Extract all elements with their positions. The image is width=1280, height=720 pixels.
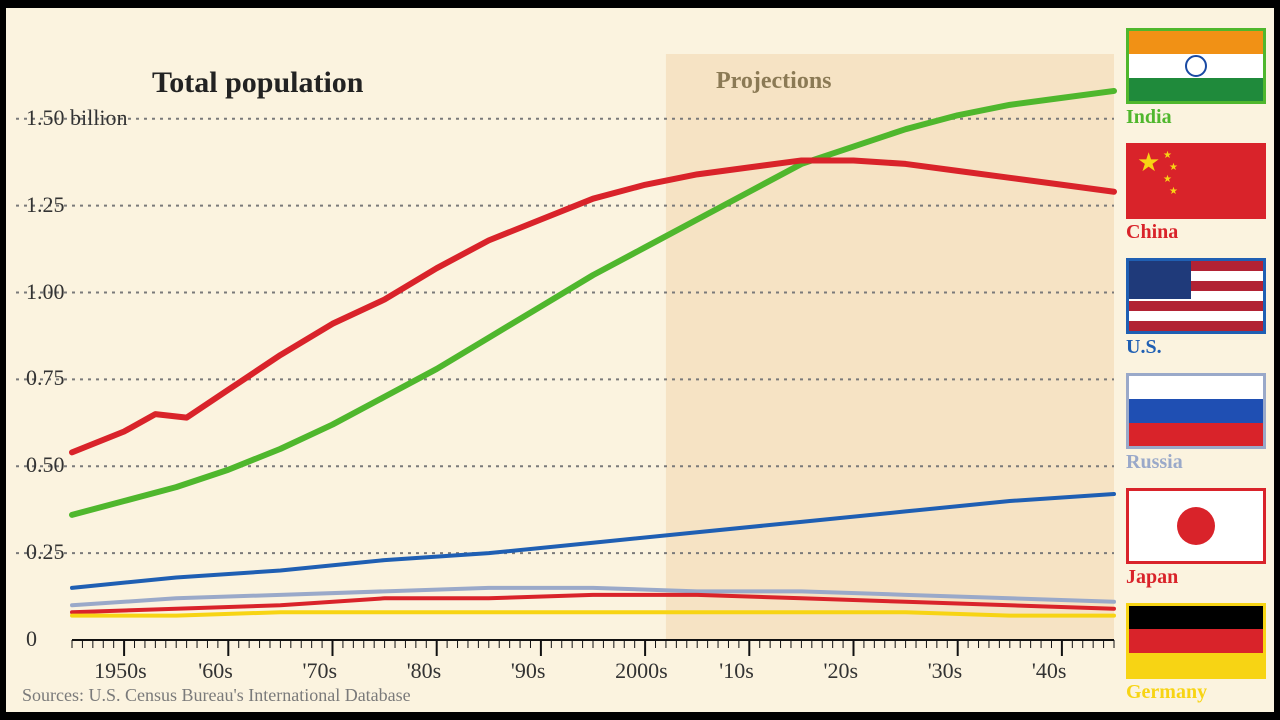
x-tick-label: '70s xyxy=(303,658,338,684)
chart-frame: Total population Projections 0 0.25 0.50 0.… xyxy=(6,8,1274,712)
flag-icon xyxy=(1126,603,1266,679)
legend-label: India xyxy=(1126,106,1270,129)
x-tick-label: '90s xyxy=(511,658,546,684)
legend-label: Russia xyxy=(1126,451,1270,474)
flag-icon: ★★★★★ xyxy=(1126,143,1266,219)
flag-icon xyxy=(1126,28,1266,104)
y-tick-label: 1.25 xyxy=(26,192,65,218)
y-tick-label: 1.50 billion xyxy=(26,105,127,131)
legend-label: China xyxy=(1126,221,1270,244)
x-tick-label: '40s xyxy=(1032,658,1067,684)
chart-area: Total population Projections 00.250.500.… xyxy=(16,28,1126,648)
x-tick-label: 1950s xyxy=(94,658,147,684)
source-text: Sources: U.S. Census Bureau's Internatio… xyxy=(22,685,411,706)
flag-icon xyxy=(1126,258,1266,334)
legend-label: U.S. xyxy=(1126,336,1270,359)
x-tick-label: 2000s xyxy=(615,658,668,684)
legend-item-us: U.S. xyxy=(1126,258,1270,359)
projections-label: Projections xyxy=(716,68,832,95)
legend-item-india: India xyxy=(1126,28,1270,129)
legend-item-russia: Russia xyxy=(1126,373,1270,474)
legend-label: Germany xyxy=(1126,681,1270,704)
legend: India ★★★★★China U.S. Russia Japan Germany xyxy=(1126,28,1270,718)
legend-item-japan: Japan xyxy=(1126,488,1270,589)
legend-item-germany: Germany xyxy=(1126,603,1270,704)
y-tick-label: 0 xyxy=(26,626,37,652)
chart-title: Total population xyxy=(152,66,363,100)
plot-svg xyxy=(16,28,1126,648)
y-tick-label: 0.75 xyxy=(26,365,65,391)
x-tick-label: '80s xyxy=(407,658,442,684)
x-tick-label: '20s xyxy=(824,658,859,684)
x-tick-label: '30s xyxy=(928,658,963,684)
y-tick-label: 1.00 xyxy=(26,279,65,305)
x-tick-label: '10s xyxy=(719,658,754,684)
flag-icon xyxy=(1126,488,1266,564)
legend-item-china: ★★★★★China xyxy=(1126,143,1270,244)
x-tick-label: '60s xyxy=(198,658,233,684)
legend-label: Japan xyxy=(1126,566,1270,589)
flag-icon xyxy=(1126,373,1266,449)
y-tick-label: 0.50 xyxy=(26,452,65,478)
y-tick-label: 0.25 xyxy=(26,539,65,565)
